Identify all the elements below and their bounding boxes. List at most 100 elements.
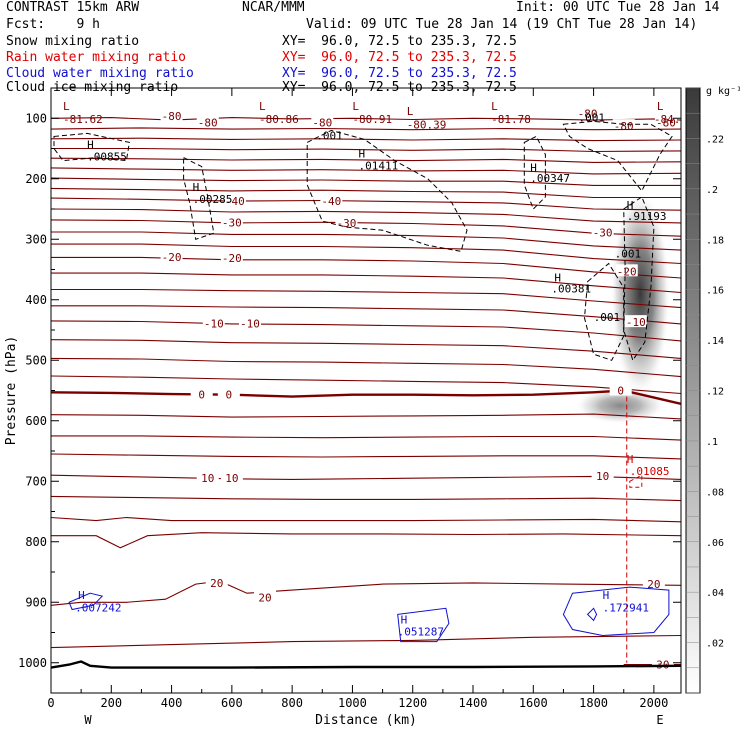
extremum-label: H <box>627 199 634 212</box>
temperature-contour <box>51 413 681 420</box>
temperature-contour-label: -10 <box>626 316 646 329</box>
contour-label-bg <box>320 194 343 207</box>
colorbar-tick-label: .2 <box>706 185 718 196</box>
extremum-label: H <box>87 139 94 152</box>
temperature-contour <box>51 516 681 523</box>
y-tick-label: 300 <box>25 232 47 246</box>
temperature-contour-label: -20 <box>162 251 182 264</box>
temperature-contour <box>51 288 681 309</box>
y-tick-label: 700 <box>25 474 47 488</box>
temperature-contour <box>51 256 681 279</box>
extremum-label: .001 <box>579 111 606 124</box>
extremum-label: .172941 <box>603 601 649 614</box>
temperature-contour <box>51 580 681 606</box>
temperature-contour <box>51 357 681 378</box>
extremum-label: H <box>530 161 537 174</box>
contour-label-bg <box>205 575 228 588</box>
cloud-ice-contour <box>623 196 655 362</box>
contour-label-bg <box>642 577 665 590</box>
temperature-contour-label: 20 <box>210 577 223 590</box>
extremum-label: H <box>358 148 365 161</box>
extremum-label: L <box>259 100 266 113</box>
extremum-label: .001 <box>594 311 621 324</box>
contour-label-bg <box>217 387 240 400</box>
cloud-ice-contour <box>523 135 546 210</box>
temperature-contour-label: -30 <box>222 216 242 229</box>
contour-label-bg <box>335 215 358 228</box>
contour-label-bg <box>576 106 599 119</box>
cloud-water-contour <box>562 586 670 637</box>
temperature-contour <box>51 197 681 211</box>
temperature-contour-label: -80 <box>614 120 634 133</box>
contour-label-bg <box>220 471 243 484</box>
cloud-water-contour <box>397 607 450 643</box>
temperature-contour <box>51 634 681 649</box>
extremum-label: .01411 <box>358 160 398 173</box>
extremum-label: L <box>407 105 414 118</box>
x-tick-label: 1600 <box>519 696 548 710</box>
temperature-contour <box>51 389 681 405</box>
model-title: CONTRAST 15km ARW <box>6 0 140 15</box>
temperature-contour-label: -80 <box>578 107 598 120</box>
cloud-ice-contour <box>183 156 215 240</box>
contour-label-bg <box>238 316 261 329</box>
y-tick-label: 200 <box>25 172 47 186</box>
terrain-line <box>51 660 681 669</box>
x-tick-label: 200 <box>100 696 122 710</box>
colorbar-tick-label: .12 <box>706 387 724 398</box>
contour-label-bg <box>591 468 614 481</box>
extremum-label: -81.62 <box>63 113 103 126</box>
extremum-label: .00855 <box>87 151 127 164</box>
forecast-hour: Fcst: 9 h <box>6 17 100 32</box>
extremum-label: .051287 <box>398 626 444 639</box>
extremum-label: H <box>193 181 200 194</box>
y-tick-label: 900 <box>25 595 47 609</box>
y-tick-label: 500 <box>25 353 47 367</box>
x-tick-label: 0 <box>47 696 54 710</box>
temperature-contour-label: 10 <box>225 472 238 485</box>
extremum-label: L <box>352 100 359 113</box>
temperature-contour-label: -20 <box>222 252 242 265</box>
contour-label-bg <box>160 249 183 262</box>
y-tick-label: 100 <box>25 111 47 125</box>
extremum-label: .01085 <box>630 465 670 478</box>
temperature-contour-label: -10 <box>240 317 260 330</box>
temperature-contour-label: -80 <box>312 116 332 129</box>
cloud-ice-contour <box>562 120 673 192</box>
temperature-contour-label: 20 <box>258 591 271 604</box>
temperature-contour <box>51 532 681 549</box>
extremum-label: .00381 <box>551 282 591 295</box>
y-axis-label: Pressure (hPa) <box>4 336 19 446</box>
field-label-cloud-water: Cloud water mixing ratio <box>6 66 194 81</box>
colorbar-unit: g kg⁻¹ <box>706 86 740 97</box>
temperature-contour <box>51 187 681 199</box>
extremum-label: -84.0 <box>654 113 687 126</box>
temperature-contour <box>51 231 681 251</box>
extremum-label: .00285 <box>193 193 233 206</box>
contour-label-bg <box>254 590 277 603</box>
temperature-contour <box>51 127 681 131</box>
contour-label-bg <box>202 316 225 329</box>
init-time: Init: 00 UTC Tue 28 Jan 14 <box>516 0 720 15</box>
colorbar-tick-label: .06 <box>706 538 724 549</box>
west-label: W <box>84 713 92 727</box>
temperature-contour <box>51 208 681 224</box>
x-tick-label: 1800 <box>579 696 608 710</box>
x-tick-label: 1000 <box>338 696 367 710</box>
temperature-contour-label: -80 <box>162 110 182 123</box>
temperature-contour <box>51 157 681 163</box>
contour-label-bg <box>190 387 213 400</box>
field-xy-snow: XY= 96.0, 72.5 to 235.3, 72.5 <box>282 34 517 49</box>
contour-label-bg <box>612 119 635 132</box>
contour-label-bg <box>220 251 243 264</box>
temperature-contour-label: 0 <box>198 389 205 402</box>
y-tick-label: 800 <box>25 535 47 549</box>
temperature-contour-label: 10 <box>596 470 609 483</box>
contour-label-bg <box>196 115 219 128</box>
field-xy-rain: XY= 96.0, 72.5 to 235.3, 72.5 <box>282 50 517 65</box>
temperature-contour <box>51 320 681 342</box>
temperature-contour-label: 0 <box>226 389 233 402</box>
extremum-label: H <box>554 272 561 285</box>
temperature-contour <box>51 495 681 502</box>
x-tick-label: 600 <box>221 696 243 710</box>
